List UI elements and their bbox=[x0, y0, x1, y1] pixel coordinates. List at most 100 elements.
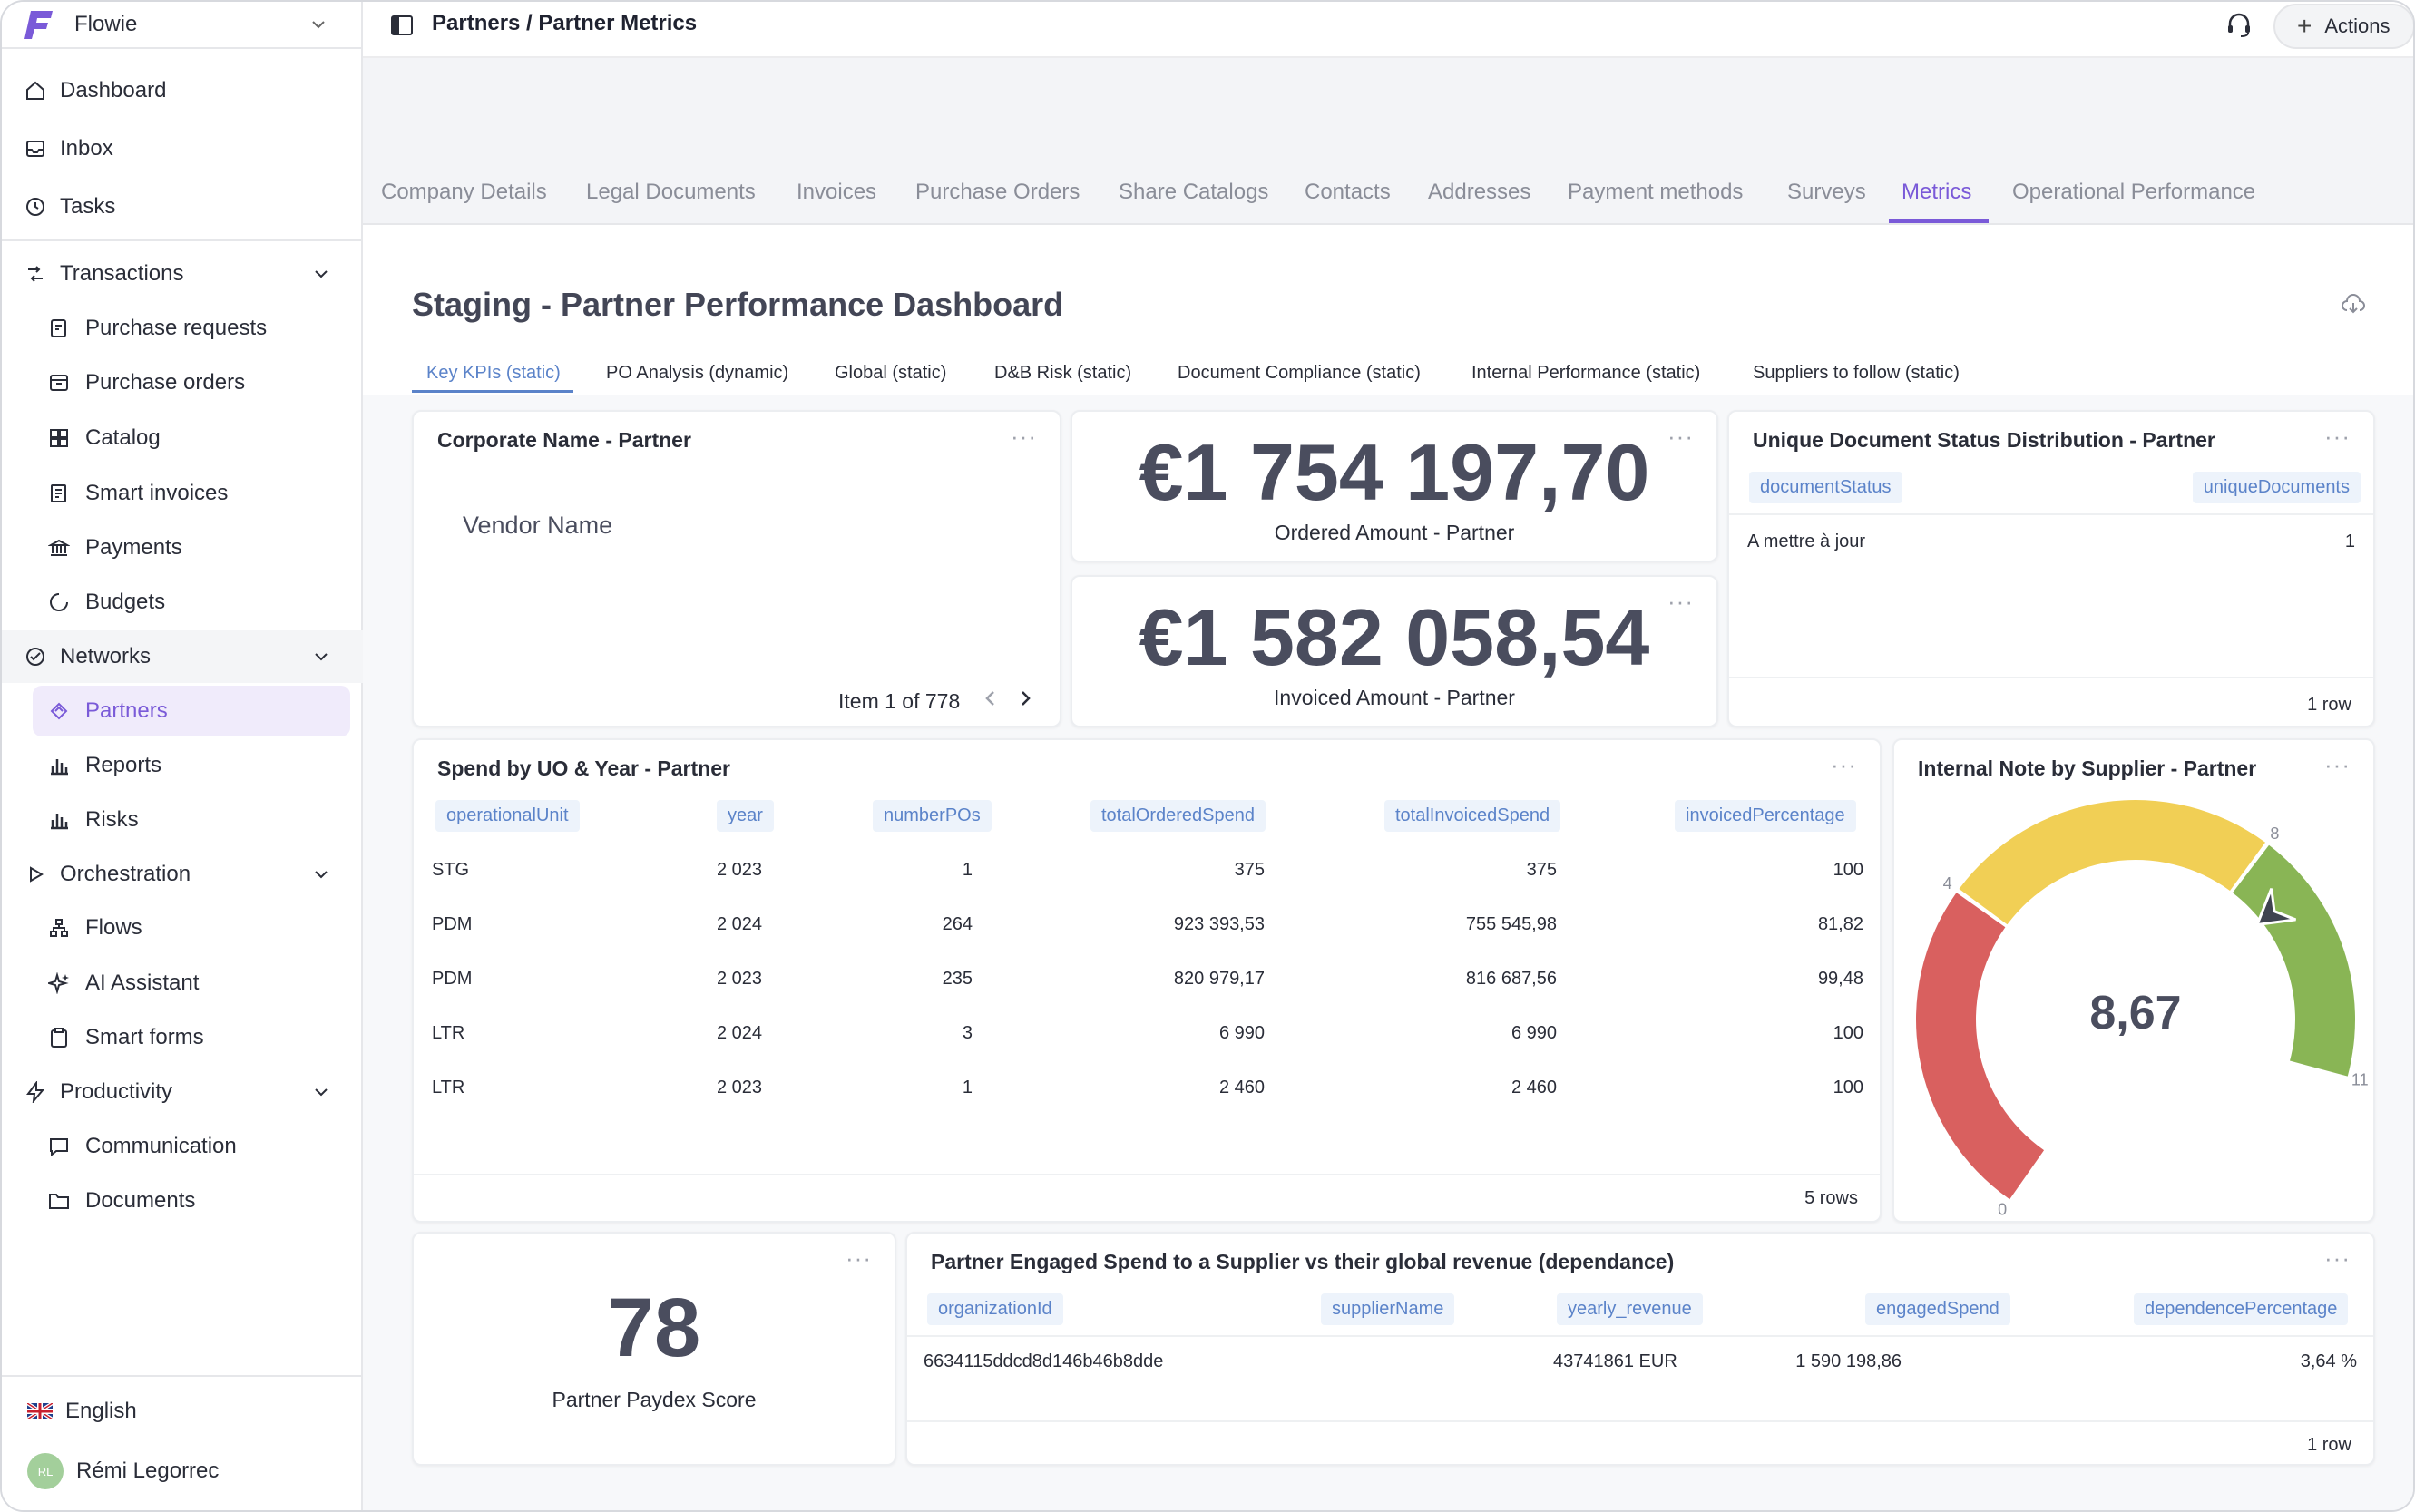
sidebar-item-label: Communication bbox=[85, 1134, 237, 1158]
more-options-icon[interactable]: ··· bbox=[1667, 588, 1694, 615]
dashboard-tab-key-kpis[interactable]: Key KPIs (static) bbox=[426, 363, 561, 383]
gauge-tick-label: 0 bbox=[1998, 1201, 2007, 1219]
table-cell: LTR bbox=[432, 1078, 465, 1097]
chevron-left-icon[interactable] bbox=[980, 688, 1002, 709]
uk-flag-icon bbox=[27, 1403, 53, 1419]
gauge-segment bbox=[2232, 844, 2355, 1077]
tab-purchase-orders[interactable]: Purchase Orders bbox=[915, 180, 1080, 204]
vendor-name-value: Vendor Name bbox=[463, 512, 613, 539]
more-options-icon[interactable]: ··· bbox=[2324, 423, 2351, 450]
dashboard-tab-po-analysis[interactable]: PO Analysis (dynamic) bbox=[606, 363, 789, 383]
sidebar-item-purchase-orders[interactable]: Purchase orders bbox=[2, 359, 363, 406]
tab-addresses[interactable]: Addresses bbox=[1428, 180, 1531, 204]
ordered-amount-label: Ordered Amount - Partner bbox=[1274, 521, 1515, 544]
gauge-tick-label: 11 bbox=[2351, 1070, 2369, 1088]
column-header[interactable]: supplierName bbox=[1321, 1293, 1455, 1325]
dashboard-tab-dnb-risk[interactable]: D&B Risk (static) bbox=[994, 363, 1132, 383]
sidebar-item-flows[interactable]: Flows bbox=[2, 904, 363, 951]
sidebar-item-label: Tasks bbox=[60, 194, 116, 219]
column-header[interactable]: dependencePercentage bbox=[2134, 1293, 2349, 1325]
sidebar-group-productivity[interactable]: Productivity bbox=[2, 1068, 363, 1116]
bar-chart-icon bbox=[45, 752, 73, 779]
headset-icon[interactable] bbox=[2224, 11, 2254, 40]
column-header[interactable]: engagedSpend bbox=[1865, 1293, 2010, 1325]
dashboard-tab-suppliers-to-follow[interactable]: Suppliers to follow (static) bbox=[1753, 363, 1960, 383]
table-cell: A mettre à jour bbox=[1747, 532, 1866, 551]
tab-invoices[interactable]: Invoices bbox=[797, 180, 877, 204]
column-header[interactable]: invoicedPercentage bbox=[1675, 800, 1856, 832]
divider bbox=[2, 239, 363, 241]
table-cell: 264 bbox=[942, 914, 973, 934]
gauge-segment bbox=[1959, 800, 2265, 925]
gauge-chart: 0 4 8 11 8,67 bbox=[1916, 800, 2369, 1219]
sidebar-item-purchase-requests[interactable]: Purchase requests bbox=[2, 305, 363, 352]
sidebar-item-tasks[interactable]: Tasks bbox=[2, 183, 363, 230]
column-header[interactable]: documentStatus bbox=[1749, 472, 1902, 503]
sidebar-item-reports[interactable]: Reports bbox=[2, 742, 363, 789]
cloud-download-icon[interactable] bbox=[2341, 294, 2366, 316]
sidebar-item-label: Inbox bbox=[60, 136, 113, 161]
tab-legal-documents[interactable]: Legal Documents bbox=[586, 180, 756, 204]
more-options-icon[interactable]: ··· bbox=[1011, 423, 1037, 450]
sidebar-group-orchestration[interactable]: Orchestration bbox=[2, 851, 363, 898]
more-options-icon[interactable]: ··· bbox=[1667, 423, 1694, 450]
sidebar-group-networks[interactable]: Networks bbox=[2, 633, 363, 680]
archive-icon bbox=[45, 369, 73, 396]
dashboard-tab-document-compliance[interactable]: Document Compliance (static) bbox=[1178, 363, 1421, 383]
budget-icon bbox=[45, 589, 73, 616]
handshake-icon bbox=[45, 697, 73, 725]
sidebar-item-smart-invoices[interactable]: Smart invoices bbox=[2, 470, 363, 517]
sidebar-item-ai-assistant[interactable]: AI Assistant bbox=[2, 960, 363, 1007]
column-header[interactable]: organizationId bbox=[927, 1293, 1063, 1325]
tab-payment-methods[interactable]: Payment methods bbox=[1568, 180, 1744, 204]
play-icon bbox=[22, 861, 49, 888]
sidebar-item-inbox[interactable]: Inbox bbox=[2, 125, 363, 172]
column-header[interactable]: year bbox=[717, 800, 774, 832]
chevron-right-icon[interactable] bbox=[1014, 688, 1036, 709]
sidebar-item-smart-forms[interactable]: Smart forms bbox=[2, 1014, 363, 1061]
sidebar-item-label: Budgets bbox=[85, 590, 166, 614]
sidebar-item-documents[interactable]: Documents bbox=[2, 1177, 363, 1224]
table-cell: 235 bbox=[942, 969, 973, 989]
table-cell: 1 bbox=[962, 1078, 973, 1097]
actions-button[interactable]: + Actions bbox=[2273, 4, 2413, 49]
avatar: RL bbox=[27, 1453, 64, 1489]
tab-surveys[interactable]: Surveys bbox=[1787, 180, 1866, 204]
active-tab-indicator bbox=[1889, 219, 1989, 223]
column-header[interactable]: totalOrderedSpend bbox=[1090, 800, 1266, 832]
dashboard-tab-global[interactable]: Global (static) bbox=[835, 363, 947, 383]
column-header[interactable]: numberPOs bbox=[873, 800, 992, 832]
tab-metrics[interactable]: Metrics bbox=[1902, 180, 1972, 204]
more-options-icon[interactable]: ··· bbox=[1831, 751, 1857, 778]
sidebar-item-catalog[interactable]: Catalog bbox=[2, 415, 363, 462]
column-header[interactable]: yearly_revenue bbox=[1557, 1293, 1703, 1325]
more-options-icon[interactable]: ··· bbox=[2324, 1244, 2351, 1272]
sidebar-group-transactions[interactable]: Transactions bbox=[2, 250, 363, 298]
language-selector[interactable]: English bbox=[27, 1399, 137, 1424]
column-header[interactable]: operationalUnit bbox=[435, 800, 580, 832]
column-header[interactable]: uniqueDocuments bbox=[2192, 472, 2361, 503]
workspace-switcher[interactable]: Flowie bbox=[2, 2, 363, 49]
table-cell: 6 990 bbox=[1218, 1023, 1265, 1043]
sidebar-item-partners[interactable]: Partners bbox=[2, 688, 363, 735]
sidebar-toggle-icon[interactable] bbox=[390, 15, 414, 36]
column-header[interactable]: totalInvoicedSpend bbox=[1384, 800, 1561, 832]
table-cell: 100 bbox=[1833, 1078, 1863, 1097]
table-cell: 816 687,56 bbox=[1465, 969, 1557, 989]
sidebar-item-communication[interactable]: Communication bbox=[2, 1123, 363, 1170]
tab-contacts[interactable]: Contacts bbox=[1305, 180, 1391, 204]
tab-operational-performance[interactable]: Operational Performance bbox=[2012, 180, 2256, 204]
sidebar-item-budgets[interactable]: Budgets bbox=[2, 579, 363, 626]
gauge-value: 8,67 bbox=[2089, 987, 2181, 1039]
sidebar-item-payments[interactable]: Payments bbox=[2, 524, 363, 571]
more-options-icon[interactable]: ··· bbox=[846, 1244, 872, 1272]
tab-share-catalogs[interactable]: Share Catalogs bbox=[1119, 180, 1269, 204]
more-options-icon[interactable]: ··· bbox=[2324, 751, 2351, 778]
dashboard-tab-internal-performance[interactable]: Internal Performance (static) bbox=[1471, 363, 1701, 383]
pagination-label: Item 1 of 778 bbox=[838, 689, 961, 713]
user-profile[interactable]: RL Rémi Legorrec bbox=[27, 1453, 219, 1489]
sidebar-item-risks[interactable]: Risks bbox=[2, 796, 363, 844]
sidebar-item-dashboard[interactable]: Dashboard bbox=[2, 67, 363, 114]
language-label: English bbox=[65, 1399, 137, 1423]
tab-company-details[interactable]: Company Details bbox=[381, 180, 547, 204]
